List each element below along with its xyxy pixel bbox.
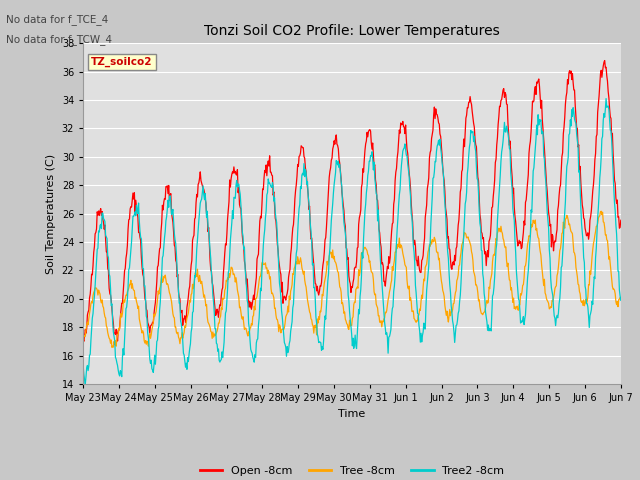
- Tree -8cm: [408, 309, 416, 314]
- X-axis label: Time: Time: [339, 408, 365, 419]
- Tree2 -8cm: [242, 276, 250, 281]
- Line: Tree2 -8cm: Tree2 -8cm: [83, 98, 621, 384]
- Text: TZ_soilco2: TZ_soilco2: [92, 57, 153, 67]
- Tree -8cm: [289, 271, 296, 276]
- Tree2 -8cm: [143, 316, 151, 322]
- Open -8cm: [143, 308, 151, 313]
- Text: No data for f_TCW_4: No data for f_TCW_4: [6, 34, 113, 45]
- Tree -8cm: [438, 282, 446, 288]
- Title: Tonzi Soil CO2 Profile: Lower Temperatures: Tonzi Soil CO2 Profile: Lower Temperatur…: [204, 24, 500, 38]
- Open -8cm: [269, 173, 276, 179]
- Open -8cm: [80, 338, 88, 344]
- Tree -8cm: [108, 345, 116, 350]
- Line: Tree -8cm: Tree -8cm: [83, 211, 621, 348]
- Tree -8cm: [269, 290, 276, 296]
- Open -8cm: [79, 336, 87, 342]
- Open -8cm: [601, 58, 609, 63]
- Tree2 -8cm: [81, 381, 89, 387]
- Tree -8cm: [617, 295, 625, 300]
- Text: No data for f_TCE_4: No data for f_TCE_4: [6, 14, 109, 25]
- Tree -8cm: [143, 338, 151, 344]
- Open -8cm: [438, 153, 446, 158]
- Tree2 -8cm: [289, 305, 296, 311]
- Tree2 -8cm: [269, 180, 276, 186]
- Tree2 -8cm: [438, 159, 446, 165]
- Line: Open -8cm: Open -8cm: [83, 60, 621, 341]
- Tree2 -8cm: [79, 363, 87, 369]
- Open -8cm: [617, 217, 625, 223]
- Legend: Open -8cm, Tree -8cm, Tree2 -8cm: Open -8cm, Tree -8cm, Tree2 -8cm: [195, 462, 509, 480]
- Open -8cm: [289, 225, 296, 231]
- Tree2 -8cm: [408, 214, 416, 220]
- Tree -8cm: [79, 342, 87, 348]
- Tree -8cm: [597, 208, 605, 214]
- Open -8cm: [242, 271, 250, 277]
- Y-axis label: Soil Temperatures (C): Soil Temperatures (C): [46, 154, 56, 274]
- Tree -8cm: [242, 325, 250, 331]
- Tree2 -8cm: [602, 96, 610, 101]
- Open -8cm: [408, 211, 416, 216]
- Tree2 -8cm: [617, 298, 625, 303]
